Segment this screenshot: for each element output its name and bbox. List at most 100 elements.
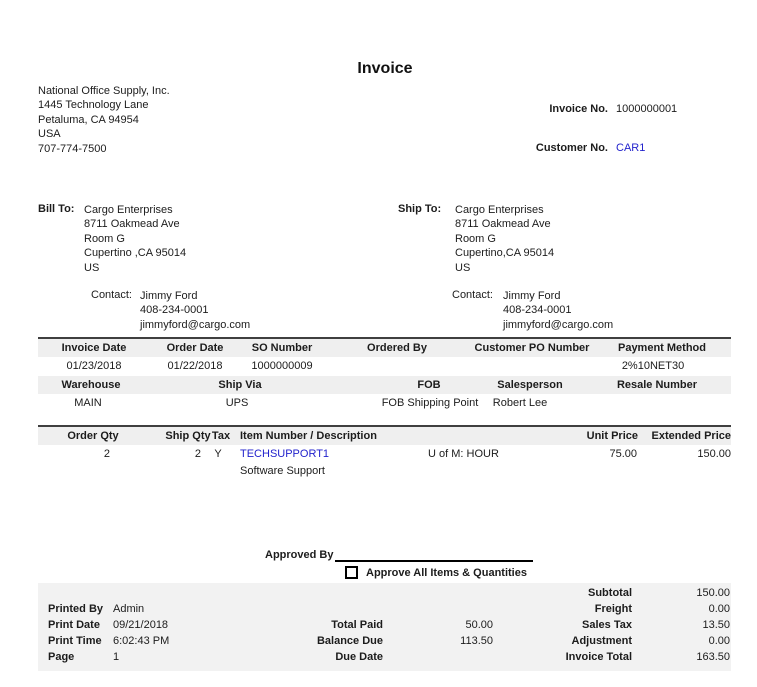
customer-no-label: Customer No. xyxy=(535,142,608,154)
bill-to-address-line: US xyxy=(84,261,100,274)
invoice-date-value: 01/23/2018 xyxy=(66,360,122,372)
bill-to-label: Bill To: xyxy=(38,203,75,215)
order-info-header-bar-2 xyxy=(38,376,731,394)
item-description: Software Support xyxy=(240,465,325,477)
ship-contact-email: jimmyford@cargo.com xyxy=(503,318,614,331)
ship-to-address-line: Room G xyxy=(455,232,496,245)
footer-summary-box: Subtotal 1 50.00 Freight 0.00 Sales Tax 1… xyxy=(38,583,731,671)
bill-to-address-line: Cupertino ,CA 95014 xyxy=(84,247,187,260)
items-header-bar xyxy=(38,427,731,445)
payment-method-value: 2%10NET30 xyxy=(621,360,685,372)
ship-contact-name: Jimmy Ford xyxy=(503,290,561,302)
order-info-header: Order Date xyxy=(166,342,224,354)
page-title: Invoice xyxy=(357,60,413,77)
print-date-label: Print Date xyxy=(48,619,100,631)
bill-contact-phone: 408-234-0001 xyxy=(140,304,209,317)
signature-line xyxy=(335,547,533,562)
ship-contact-label: Contact: xyxy=(452,289,493,301)
line-items-table: Order Qty Ship Qty Tax Item Number / Des… xyxy=(38,425,731,481)
ship-to-name: Cargo Enterprises xyxy=(455,204,544,216)
company-address-line: Petaluma, CA 94954 xyxy=(38,113,139,126)
bill-to-address-line: Room G xyxy=(84,232,125,245)
item-number-link[interactable]: TECHSUPPORT1 xyxy=(240,448,330,460)
print-time-label: Print Time xyxy=(48,635,102,647)
items-header-item-desc: Item Number / Description xyxy=(240,430,377,442)
customer-no-link[interactable]: CAR1 xyxy=(616,142,646,154)
print-date-value: 09/21/2018 xyxy=(113,619,169,631)
invoice-no-value: 1000000001 xyxy=(616,103,678,115)
ship-to-address-line: Cupertino,CA 95014 xyxy=(455,247,555,260)
order-date-value: 01/22/2018 xyxy=(167,360,223,372)
order-info-header: Resale Number xyxy=(616,379,698,391)
order-info-header: Customer PO Number xyxy=(474,342,590,354)
item-tax-flag: Y xyxy=(214,448,222,460)
company-block: National Office Supply, Inc. 1445 Techno… xyxy=(38,84,170,156)
bill-contact-label: Contact: xyxy=(91,289,132,301)
company-address-line: 1445 Technology Lane xyxy=(38,99,149,112)
order-info-header: Salesperson xyxy=(497,379,563,391)
table-top-rule xyxy=(38,337,731,339)
sales-tax-value: 13.50 xyxy=(702,619,730,631)
balance-due-value: 113.50 xyxy=(460,635,493,647)
ship-to-label: Ship To: xyxy=(398,203,442,215)
order-info-header-bar-1 xyxy=(38,339,731,357)
order-info-header: Payment Method xyxy=(617,342,706,354)
items-header-extended-price: Extended Price xyxy=(651,430,731,442)
invoice-no-label: Invoice No. xyxy=(549,103,608,115)
table-top-rule xyxy=(38,425,731,427)
item-order-qty: 2 xyxy=(103,448,110,460)
items-header-ship-qty: Ship Qty xyxy=(165,430,211,442)
fob-value: FOB Shipping Point xyxy=(381,397,479,409)
printed-by-label: Printed By xyxy=(48,603,104,615)
ship-contact-block: Jimmy Ford 408-234-0001 jimmyford@cargo.… xyxy=(503,289,613,332)
approved-by-label: Approved By xyxy=(265,549,334,561)
company-address-line: USA xyxy=(38,128,61,141)
ship-to-address-line: 8711 Oakmead Ave xyxy=(455,218,551,231)
approve-all-checkbox[interactable] xyxy=(345,566,358,579)
item-extended-price: 150.00 xyxy=(697,448,731,460)
bill-contact-email: jimmyford@cargo.com xyxy=(140,318,251,331)
order-info-header: Ship Via xyxy=(218,379,262,391)
company-name: National Office Supply, Inc. xyxy=(38,85,170,97)
order-info-table: Invoice Date Order Date SO Number Ordere… xyxy=(38,337,731,411)
order-info-header: FOB xyxy=(417,379,441,391)
bill-contact-name: Jimmy Ford xyxy=(140,290,198,302)
ship-to-address-line: US xyxy=(455,261,471,274)
ship-to-address: Cargo Enterprises 8711 Oakmead Ave Room … xyxy=(455,203,554,275)
bill-contact-block: Jimmy Ford 408-234-0001 jimmyford@cargo.… xyxy=(140,289,250,332)
adjustment-label: Adjustment xyxy=(571,635,633,647)
bill-to-name: Cargo Enterprises xyxy=(84,204,173,216)
print-time-value: 6:02:43 PM xyxy=(113,635,170,647)
order-info-header: Invoice Date xyxy=(61,342,127,354)
items-header-order-qty: Order Qty xyxy=(67,430,119,442)
adjustment-value: 0.00 xyxy=(708,635,730,647)
sales-tax-label: Sales Tax xyxy=(582,619,632,631)
bill-to-address: Cargo Enterprises 8711 Oakmead Ave Room … xyxy=(84,203,186,275)
freight-label: Freight xyxy=(594,603,632,615)
bill-to-address-line: 8711 Oakmead Ave xyxy=(84,218,180,231)
order-info-header: SO Number xyxy=(251,342,313,354)
balance-due-label: Balance Due xyxy=(316,635,383,647)
order-info-header: Ordered By xyxy=(367,342,427,354)
items-header-tax: Tax xyxy=(211,430,231,442)
item-unit-price: 75.00 xyxy=(609,448,637,460)
order-info-header: Warehouse xyxy=(61,379,121,391)
invoice-total-label: Invoice Total xyxy=(565,651,632,663)
page-label: Page xyxy=(48,651,75,663)
total-paid-value: 50.00 xyxy=(465,619,493,631)
warehouse-value: MAIN xyxy=(74,397,102,409)
ship-via-value: UPS xyxy=(225,397,249,409)
due-date-label: Due Date xyxy=(335,651,383,663)
page-value: 1 xyxy=(113,651,120,663)
so-number-value: 1000000009 xyxy=(251,360,313,372)
item-ship-qty: 2 xyxy=(194,448,201,460)
company-phone: 707-774-7500 xyxy=(38,142,107,155)
item-uom: U of M: HOUR xyxy=(428,448,499,460)
items-header-unit-price: Unit Price xyxy=(586,430,638,442)
salesperson-value: Robert Lee xyxy=(492,397,548,409)
total-paid-label: Total Paid xyxy=(331,619,383,631)
ship-contact-phone: 408-234-0001 xyxy=(503,304,572,317)
subtotal-label: Subtotal xyxy=(588,587,632,599)
approve-all-checkbox-label: Approve All Items & Quantities xyxy=(366,567,527,579)
